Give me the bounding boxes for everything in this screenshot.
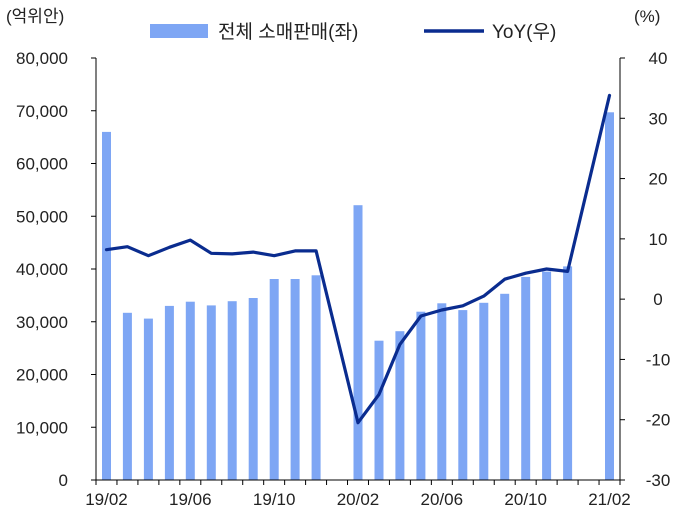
right-tick-label: 40	[649, 49, 668, 68]
bar-21/02	[605, 112, 614, 481]
right-tick-label: 10	[649, 230, 668, 249]
legend: 전체 소매판매(좌) YoY(우)	[150, 21, 556, 43]
x-tick-label: 19/06	[169, 490, 212, 509]
bar-20/08	[479, 302, 489, 480]
bar-19/08	[227, 301, 237, 480]
bar-19/05	[164, 305, 174, 480]
left-axis-unit: (억위안)	[6, 7, 64, 26]
right-tick-label: -20	[646, 411, 671, 430]
legend-line-label: YoY(우)	[492, 22, 556, 43]
bar-19/12	[311, 275, 321, 480]
bar-19/09	[248, 298, 258, 480]
x-axis-ticks: 19/02 19/06 19/10 20/02 20/06 20/10 21/02	[85, 480, 631, 509]
line-series	[104, 93, 612, 425]
left-tick-label: 60,000	[16, 155, 68, 174]
bar-20/04	[395, 331, 405, 480]
right-tick-label: -10	[646, 350, 671, 369]
x-tick-label: 19/02	[85, 490, 128, 509]
x-tick-label: 20/02	[337, 490, 380, 509]
left-tick-label: 70,000	[16, 102, 68, 121]
x-tick-label: 20/06	[421, 490, 464, 509]
bar-series	[102, 112, 614, 481]
right-tick-label: 20	[649, 170, 668, 189]
bar-20/05	[416, 311, 426, 480]
bar-20/02	[353, 205, 363, 480]
legend-bar-swatch	[150, 24, 208, 38]
bar-19/10	[269, 279, 279, 480]
right-tick-label: 30	[649, 109, 668, 128]
left-tick-label: 30,000	[16, 313, 68, 332]
bar-20/06	[437, 303, 447, 480]
right-tick-label: -30	[646, 471, 671, 490]
bar-20/03	[374, 340, 384, 480]
left-tick-label: 80,000	[16, 49, 68, 68]
left-axis-ticks: 0 10,000 20,000 30,000 40,000 50,000 60,000 70,…	[16, 49, 96, 490]
bar-20/07	[458, 310, 468, 480]
bar-19/11	[290, 279, 300, 480]
bar-19/07	[206, 305, 216, 480]
x-tick-label: 19/10	[253, 490, 296, 509]
left-tick-label: 0	[59, 471, 68, 490]
bar-20/11	[542, 271, 552, 480]
bar-19/06	[185, 301, 195, 480]
bar-19/04	[143, 318, 153, 480]
bar-20/09	[500, 293, 510, 480]
left-tick-label: 20,000	[16, 366, 68, 385]
left-tick-label: 40,000	[16, 260, 68, 279]
bar-19/02	[102, 131, 111, 480]
legend-bar-label: 전체 소매판매(좌)	[218, 21, 358, 43]
right-axis-ticks: -30 -20 -10 0 10 20 30 40	[620, 49, 670, 490]
right-tick-label: 0	[653, 290, 662, 309]
bar-20/10	[521, 276, 531, 480]
right-axis-unit: (%)	[634, 7, 660, 26]
x-tick-label: 21/02	[588, 490, 631, 509]
x-tick-label: 20/10	[504, 490, 547, 509]
left-tick-label: 10,000	[16, 418, 68, 437]
bar-19/03	[122, 312, 132, 480]
bar-20/12	[563, 266, 573, 480]
left-tick-label: 50,000	[16, 207, 68, 226]
